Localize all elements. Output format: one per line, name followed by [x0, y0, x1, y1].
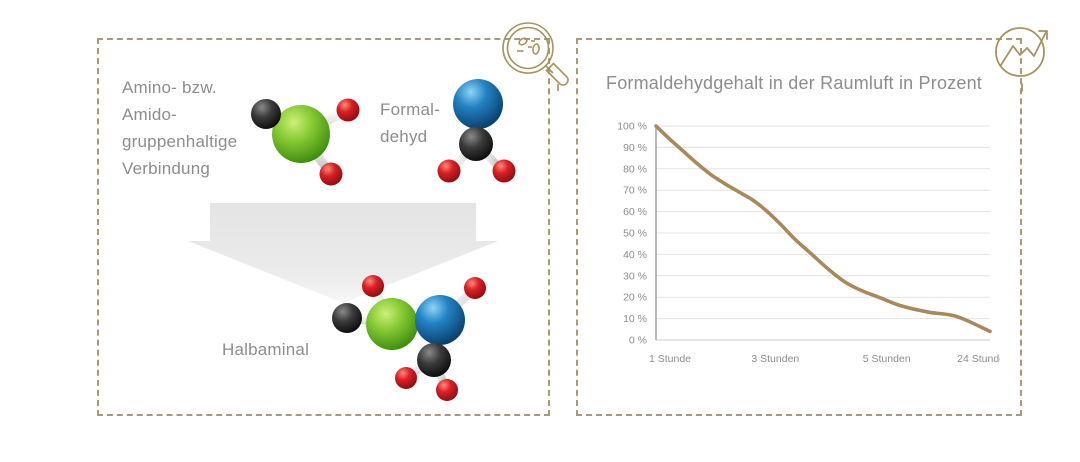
- y-tick-label: 10 %: [623, 313, 647, 325]
- x-tick-label: 1 Stunde: [649, 353, 691, 365]
- y-tick-label: 40 %: [623, 249, 647, 261]
- y-tick-label: 50 %: [623, 228, 647, 240]
- formaldehyde-label: Formal- dehyd: [380, 96, 470, 150]
- y-tick-label: 60 %: [623, 206, 647, 218]
- chart-title: Formaldehydgehalt in der Raumluft in Pro…: [606, 73, 982, 93]
- formaldehyde-molecule: [432, 70, 524, 192]
- chart-gridlines: [656, 125, 990, 341]
- x-tick-label: 5 Stunden: [863, 353, 911, 365]
- y-tick-label: 70 %: [623, 185, 647, 197]
- y-tick-label: 0 %: [629, 335, 647, 347]
- chart-y-tick-labels: 0 % 10 % 20 % 30 % 40 % 50 % 60 % 70 % 80 % 90 % 1…: [617, 121, 647, 347]
- formaldehyde-label-line-2: dehyd: [380, 127, 428, 146]
- trend-chart-icon: [986, 18, 1060, 92]
- y-tick-label: 100 %: [617, 121, 647, 133]
- product-label: Halbaminal: [222, 340, 310, 359]
- reactant-label-line-3: gruppenhaltige: [122, 132, 238, 151]
- chart-panel: [576, 38, 1022, 416]
- magnifier-molecule-icon: [498, 18, 572, 92]
- amino-compound-molecule: [238, 82, 372, 196]
- reaction-panel: [97, 38, 550, 416]
- formaldehyde-label-line-1: Formal-: [380, 100, 440, 119]
- y-tick-label: 90 %: [623, 142, 647, 154]
- hemiaminal-molecule: [322, 272, 508, 406]
- reactant-label: Amino- bzw. Amido- gruppenhaltige Verbin…: [122, 74, 292, 182]
- chart-x-tick-labels: 1 Stunde 3 Stunden 5 Stunden 24 Stunden: [649, 353, 1000, 365]
- x-tick-label: 3 Stunden: [751, 353, 799, 365]
- line-chart: 0 % 10 % 20 % 30 % 40 % 50 % 60 % 70 % 80 % 90 % 1…: [600, 118, 1000, 383]
- reactant-label-line-1: Amino- bzw.: [122, 78, 217, 97]
- y-tick-label: 20 %: [623, 292, 647, 304]
- y-tick-label: 30 %: [623, 270, 647, 282]
- reactant-label-line-2: Amido-: [122, 105, 178, 124]
- reactant-label-line-4: Verbindung: [122, 159, 211, 178]
- y-tick-label: 80 %: [623, 163, 647, 175]
- reaction-arrow-icon: [188, 203, 498, 303]
- chart-series-line: [654, 124, 992, 334]
- x-tick-label: 24 Stunden: [957, 353, 1000, 365]
